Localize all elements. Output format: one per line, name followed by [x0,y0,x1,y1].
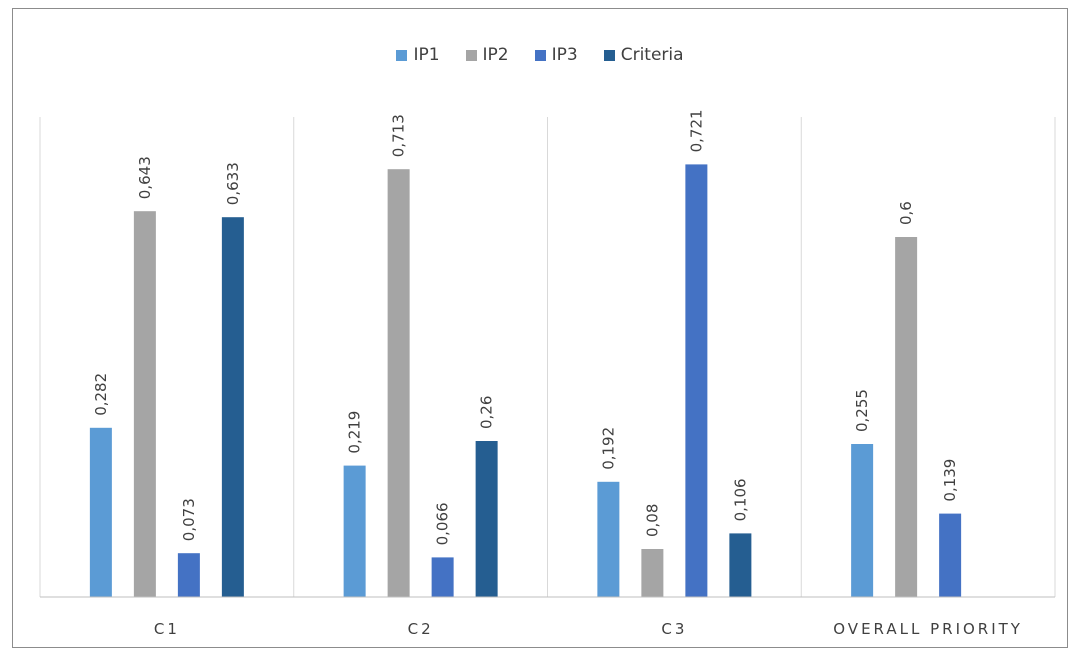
bar-ip2-c3 [641,549,664,597]
legend-item-ip2: IP2 [465,45,509,65]
x-axis-labels: C1 C2 C3 OVERALL PRIORITY [154,620,1023,638]
bars [89,164,962,597]
value-label: 0,713 [390,114,408,157]
legend-swatch [534,49,546,61]
x-tick-label: OVERALL PRIORITY [833,620,1023,638]
value-label: 0,219 [346,411,364,454]
x-tick-label: C2 [408,620,434,638]
legend-item-ip3: IP3 [534,45,578,65]
bar-ip1-c2 [343,465,366,597]
value-label: 0,192 [599,427,617,470]
category-separators [39,117,1056,597]
bar-criteria-c3 [729,533,752,597]
value-label: 0,08 [643,504,661,537]
chart-frame [12,8,1068,648]
bar-ip2-c2 [387,169,410,597]
x-tick-label: C3 [661,620,687,638]
value-labels: 0,282 0,643 0,073 0,633 0,219 0,713 0,066 0,26 0… [92,109,959,545]
bar-ip3-overall-priority [939,513,962,597]
legend-swatch [603,49,615,61]
value-label: 0,139 [941,459,959,502]
legend-label: IP1 [413,45,440,65]
legend-label: IP2 [482,45,509,65]
legend-swatch [465,49,477,61]
value-label: 0,633 [224,162,242,205]
bar-ip3-c2 [431,557,454,597]
value-label: 0,255 [853,389,871,432]
bar-ip2-overall-priority [895,237,918,597]
legend-item-ip1: IP1 [396,45,440,65]
value-label: 0,073 [180,498,198,541]
legend-label: Criteria [620,45,684,65]
value-label: 0,721 [687,109,705,152]
bar-ip3-c3 [685,164,708,597]
value-label: 0,643 [136,156,154,199]
bar-criteria-c2 [475,441,498,597]
bar-ip1-c1 [89,427,112,597]
value-label: 0,282 [92,373,110,416]
legend-label: IP3 [551,45,578,65]
bar-ip3-c1 [177,553,200,597]
legend-item-criteria: Criteria [603,45,684,65]
x-tick-label: C1 [154,620,180,638]
bar-criteria-c1 [221,217,244,597]
value-label: 0,066 [434,502,452,545]
value-label: 0,26 [478,396,496,429]
value-label: 0,6 [897,201,915,225]
legend-swatch [396,49,408,61]
bar-ip1-overall-priority [851,444,874,597]
chart-legend: IP1 IP2 IP3 Criteria [0,40,1080,70]
value-label: 0,106 [731,478,749,521]
bar-ip2-c1 [133,211,156,597]
bar-ip1-c3 [597,481,620,597]
